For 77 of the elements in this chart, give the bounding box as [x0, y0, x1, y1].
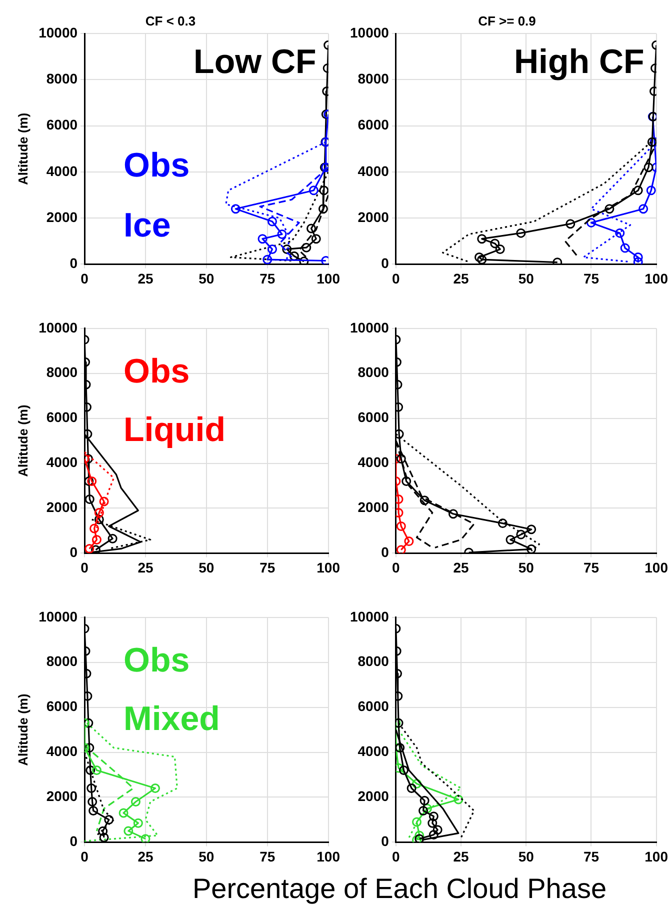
annotation: Obs Mixed — [124, 642, 220, 738]
y-tick-label: 2000 — [46, 788, 78, 804]
y-tick-label: 4000 — [358, 743, 390, 760]
x-tick-label: 75 — [583, 848, 600, 864]
x-tick-label: 25 — [453, 848, 470, 864]
x-tick-label: 0 — [392, 848, 400, 864]
y-tick-label: 8000 — [46, 70, 78, 87]
y-axis-title: Altitude (m) — [15, 404, 30, 477]
y-tick-label: 2000 — [358, 499, 390, 516]
y-axis-title: Altitude (m) — [15, 694, 30, 766]
x-tick-label: 100 — [644, 559, 668, 576]
y-tick-label: 10000 — [350, 608, 390, 624]
y-tick-label: 0 — [70, 255, 78, 272]
x-tick-label: 100 — [316, 848, 340, 864]
x-tick-label: 0 — [392, 270, 400, 286]
y-tick-label: 0 — [70, 544, 78, 560]
x-tick-label: 75 — [583, 270, 600, 286]
annotation: Obs Ice — [124, 146, 190, 245]
y-tick-label: 2000 — [358, 788, 390, 804]
y-tick-label: 10000 — [38, 24, 78, 40]
x-tick-label: 100 — [316, 559, 340, 576]
y-tick-label: 4000 — [46, 454, 78, 470]
y-tick-label: 10000 — [38, 608, 78, 624]
x-tick-label: 50 — [518, 848, 534, 864]
y-tick-label: 4000 — [46, 162, 78, 179]
y-tick-label: 10000 — [350, 24, 390, 40]
y-tick-label: 6000 — [358, 116, 390, 133]
x-tick-label: 50 — [518, 559, 534, 576]
x-tick-label: 75 — [260, 848, 276, 864]
x-tick-label: 50 — [198, 270, 214, 286]
x-tick-label: 50 — [198, 559, 214, 576]
x-tick-label: 50 — [518, 270, 534, 286]
x-tick-label: 25 — [453, 270, 470, 286]
x-tick-label: 75 — [583, 559, 600, 576]
x-tick-label: 100 — [644, 848, 668, 864]
y-tick-label: 0 — [381, 255, 390, 272]
y-tick-label: 4000 — [46, 743, 78, 760]
x-tick-label: 100 — [316, 270, 340, 286]
y-tick-label: 4000 — [358, 454, 390, 470]
y-tick-label: 2000 — [358, 208, 390, 225]
y-tick-label: 6000 — [46, 116, 78, 133]
y-tick-label: 10000 — [350, 319, 390, 336]
x-tick-label: 25 — [138, 559, 154, 576]
y-tick-label: 8000 — [46, 653, 78, 670]
x-tick-label: 75 — [260, 559, 276, 576]
x-tick-label: 0 — [80, 559, 89, 576]
y-tick-label: 8000 — [358, 364, 390, 380]
annotation: Obs Liquid — [124, 352, 226, 450]
y-tick-label: 6000 — [358, 409, 390, 426]
y-tick-label: 2000 — [46, 499, 78, 516]
y-axis-title: Altitude (m) — [15, 112, 30, 186]
y-tick-label: 6000 — [46, 409, 78, 426]
y-tick-label: 6000 — [46, 698, 78, 714]
y-tick-label: 8000 — [358, 653, 390, 670]
y-tick-label: 2000 — [46, 208, 78, 225]
annotation: Low CF — [194, 42, 316, 81]
y-tick-label: 10000 — [38, 319, 78, 336]
chart-title: CF < 0.3 — [145, 13, 196, 28]
y-tick-label: 6000 — [358, 698, 390, 714]
x-tick-label: 0 — [392, 559, 400, 576]
x-tick-label: 25 — [138, 848, 154, 864]
y-tick-label: 8000 — [358, 70, 390, 87]
x-axis-title: Percentage of Each Cloud Phase — [191, 873, 608, 905]
chart-title: CF >= 0.9 — [478, 13, 536, 28]
y-tick-label: 0 — [381, 833, 390, 850]
x-tick-label: 0 — [80, 270, 89, 286]
y-tick-label: 8000 — [46, 364, 78, 380]
x-tick-label: 75 — [260, 270, 276, 286]
x-tick-label: 25 — [138, 270, 154, 286]
annotation: High CF — [514, 42, 644, 81]
x-tick-label: 0 — [80, 848, 89, 864]
y-tick-label: 4000 — [358, 162, 390, 179]
x-tick-label: 100 — [644, 270, 668, 286]
y-tick-label: 0 — [70, 833, 78, 850]
x-tick-label: 25 — [453, 559, 470, 576]
x-tick-label: 50 — [198, 848, 214, 864]
y-tick-label: 0 — [381, 544, 390, 560]
